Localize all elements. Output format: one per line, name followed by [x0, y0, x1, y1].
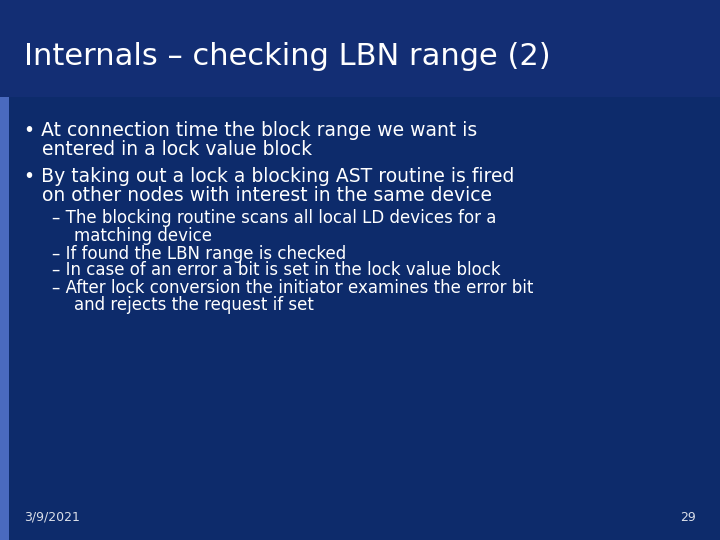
Text: entered in a lock value block: entered in a lock value block — [42, 140, 312, 159]
Text: – The blocking routine scans all local LD devices for a: – The blocking routine scans all local L… — [52, 209, 496, 227]
Text: and rejects the request if set: and rejects the request if set — [74, 296, 314, 314]
Text: matching device: matching device — [74, 227, 212, 245]
Text: 3/9/2021: 3/9/2021 — [24, 511, 80, 524]
Text: – If found the LBN range is checked: – If found the LBN range is checked — [52, 245, 346, 262]
Bar — [0, 0, 720, 97]
Bar — [0, 0, 9, 540]
Text: – After lock conversion the initiator examines the error bit: – After lock conversion the initiator ex… — [52, 279, 534, 296]
Text: • At connection time the block range we want is: • At connection time the block range we … — [24, 122, 477, 140]
Text: – In case of an error a bit is set in the lock value block: – In case of an error a bit is set in th… — [52, 261, 500, 279]
Text: 29: 29 — [680, 511, 696, 524]
Text: • By taking out a lock a blocking AST routine is fired: • By taking out a lock a blocking AST ro… — [24, 167, 514, 186]
Text: on other nodes with interest in the same device: on other nodes with interest in the same… — [42, 186, 492, 205]
Text: Internals – checking LBN range (2): Internals – checking LBN range (2) — [24, 42, 550, 71]
